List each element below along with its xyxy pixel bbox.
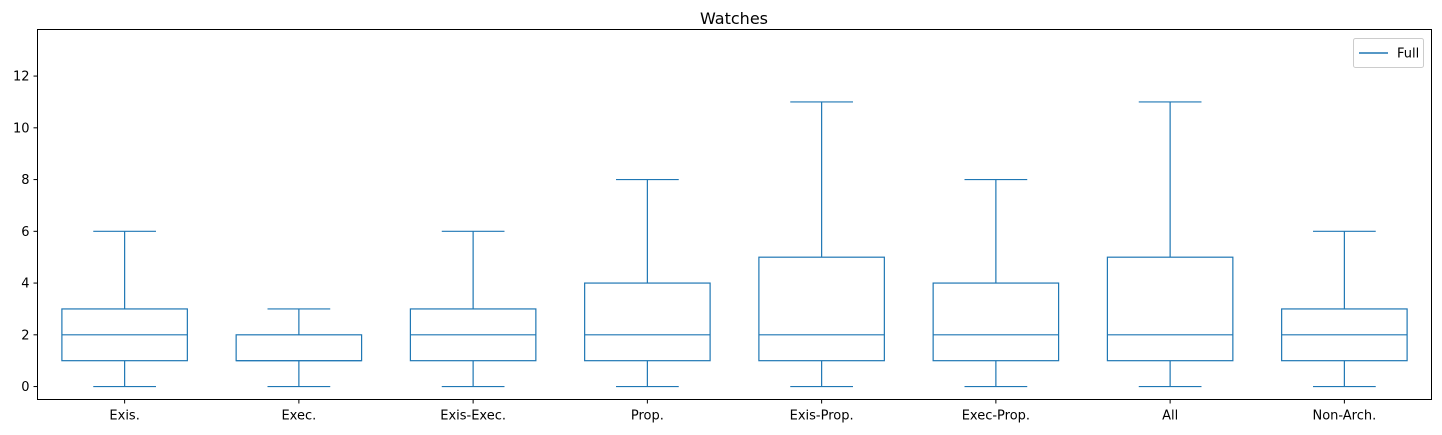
box-plot <box>584 178 711 388</box>
box-iqr <box>1106 256 1234 362</box>
box-plot <box>758 101 885 388</box>
x-tick-label: Exis-Prop. <box>790 409 854 424</box>
box-iqr <box>235 334 363 362</box>
y-tick-label: 12 <box>13 70 30 85</box>
box-plot <box>409 230 537 388</box>
box-plot <box>235 308 363 388</box>
chart-title: Watches <box>700 9 768 28</box>
y-tick-label: 8 <box>21 173 29 188</box>
y-tick-label: 4 <box>21 277 29 292</box>
legend-label-full: Full <box>1397 47 1419 62</box>
box-iqr <box>758 256 885 362</box>
box-iqr <box>584 282 711 362</box>
y-tick-label: 0 <box>21 380 29 395</box>
y-tick-label: 2 <box>21 328 29 343</box>
plot-area <box>37 29 1432 400</box>
y-tick-label: 6 <box>21 225 29 240</box>
legend: Full <box>1353 38 1424 68</box>
box-iqr <box>932 282 1060 362</box>
box-plot <box>61 230 188 388</box>
x-tick-label: Prop. <box>631 409 664 424</box>
x-tick-label: Non-Arch. <box>1312 409 1376 424</box>
box-plots <box>61 101 1408 388</box>
box-plot <box>932 178 1060 388</box>
x-tick-label: Exis. <box>109 409 139 424</box>
x-tick-label: Exec. <box>281 409 316 424</box>
x-tick-label: Exis-Exec. <box>440 409 506 424</box>
x-tick-label: All <box>1162 409 1178 424</box>
box-plot <box>1106 101 1234 388</box>
x-tick-label: Exec-Prop. <box>962 409 1030 424</box>
x-axis: Exis. Exec. Exis-Exec. Prop. Exis-Prop. Exec-… <box>109 399 1376 424</box>
legend-frame <box>1353 38 1424 68</box>
box-plot <box>1281 230 1408 388</box>
y-tick-label: 10 <box>13 121 30 136</box>
y-axis: 0 2 4 6 8 10 12 <box>13 70 38 395</box>
